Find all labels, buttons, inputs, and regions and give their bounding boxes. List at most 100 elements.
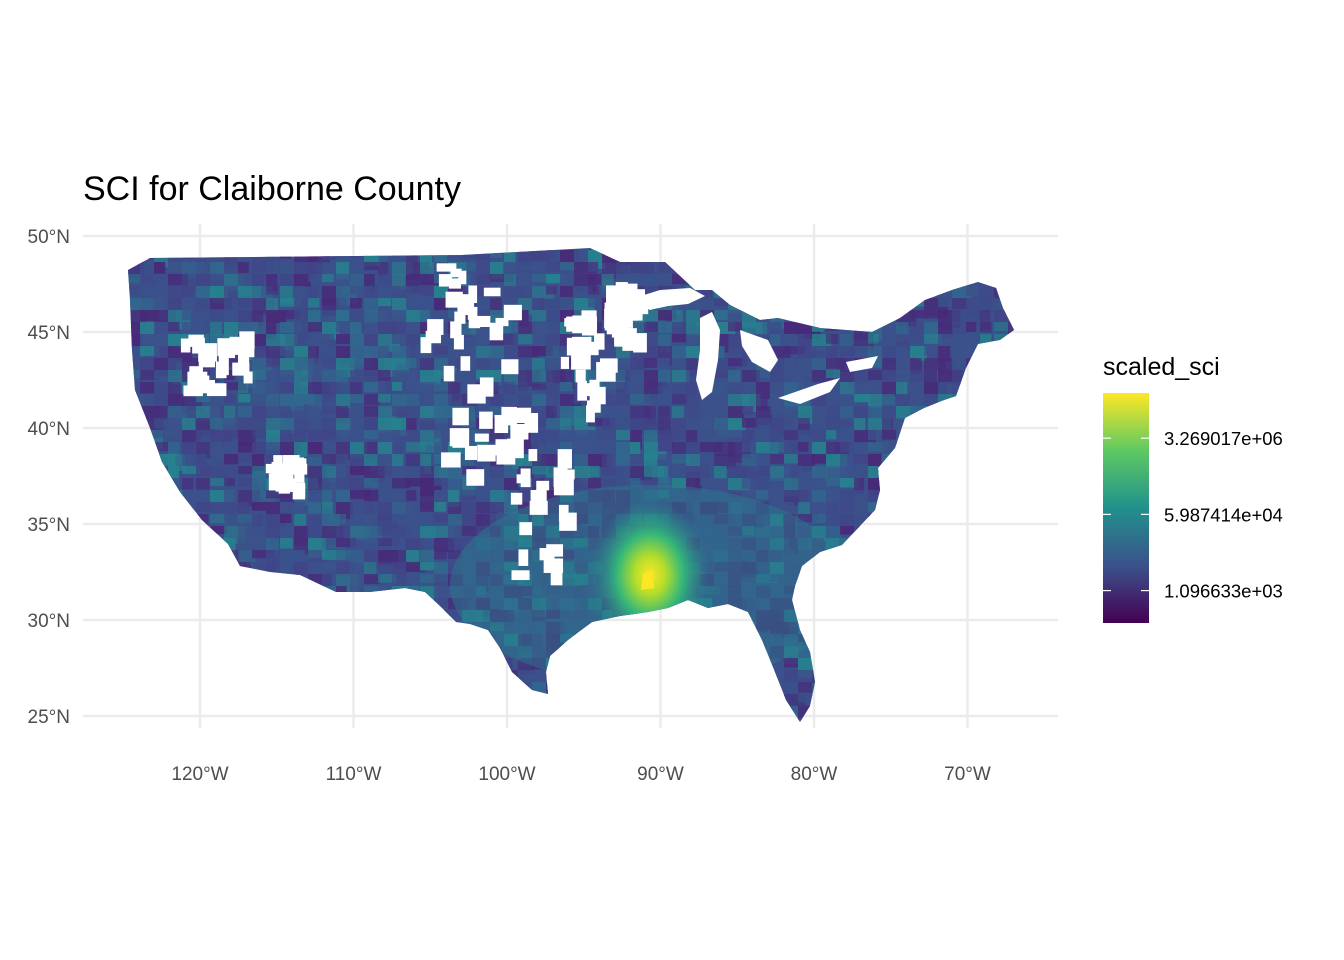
county-cell xyxy=(294,646,307,662)
county-cell xyxy=(182,586,196,601)
county-cell xyxy=(238,682,249,694)
county-cell xyxy=(490,382,507,392)
county-cell xyxy=(518,598,541,610)
county-cell xyxy=(826,418,840,434)
county-cell xyxy=(896,442,914,460)
county-cell xyxy=(924,346,940,356)
county-cell xyxy=(448,622,460,637)
county-cell xyxy=(294,346,316,358)
county-cell xyxy=(448,598,468,610)
county-cell xyxy=(882,718,899,722)
county-cell xyxy=(588,442,602,451)
county-cell xyxy=(574,490,590,501)
county-cell xyxy=(756,514,773,525)
county-cell xyxy=(952,694,969,710)
county-cell xyxy=(182,478,194,490)
county-cell xyxy=(952,298,968,310)
county-cell xyxy=(238,250,253,263)
county-cell xyxy=(770,550,782,562)
county-cell xyxy=(658,322,682,333)
county-cell xyxy=(420,442,442,453)
county-cell xyxy=(532,250,551,262)
county-cell xyxy=(728,670,746,680)
county-cell xyxy=(952,718,968,722)
county-cell xyxy=(756,538,772,551)
county-cell xyxy=(128,286,143,295)
county-cell xyxy=(742,442,761,453)
county-cell xyxy=(490,622,506,632)
county-cell xyxy=(280,430,293,443)
county-cell xyxy=(322,358,340,367)
missing-county xyxy=(420,337,432,354)
county-cell xyxy=(168,658,180,676)
county-cell xyxy=(700,634,722,643)
county-cell xyxy=(518,514,529,526)
county-cell xyxy=(966,682,988,699)
county-cell xyxy=(350,646,364,665)
county-cell xyxy=(854,622,878,640)
county-cell xyxy=(546,598,557,618)
county-cell xyxy=(378,370,391,382)
county-cell xyxy=(700,538,712,552)
county-cell xyxy=(910,466,926,478)
county-cell xyxy=(770,442,791,453)
county-cell xyxy=(238,466,254,475)
missing-county xyxy=(243,371,253,384)
missing-county xyxy=(615,282,628,298)
county-cell xyxy=(728,346,747,355)
county-cell xyxy=(308,346,319,365)
county-cell xyxy=(938,574,952,583)
county-cell xyxy=(770,658,782,668)
county-cell xyxy=(910,658,921,668)
county-cell xyxy=(392,478,411,489)
county-cell xyxy=(854,574,878,586)
county-cell xyxy=(434,478,449,487)
county-cell xyxy=(882,454,904,470)
county-cell xyxy=(574,646,588,656)
county-cell xyxy=(1008,682,1014,701)
county-cell xyxy=(546,586,567,595)
county-cell xyxy=(336,322,349,333)
county-cell xyxy=(826,286,842,298)
county-cell xyxy=(700,718,718,722)
county-cell xyxy=(476,646,493,665)
county-cell xyxy=(406,250,418,268)
county-cell xyxy=(966,670,986,681)
county-cell xyxy=(994,430,1010,439)
county-cell xyxy=(826,646,839,657)
missing-county xyxy=(577,344,589,364)
missing-county xyxy=(468,316,481,329)
county-cell xyxy=(266,286,279,295)
missing-county xyxy=(448,278,461,289)
county-cell xyxy=(938,478,955,488)
county-cell xyxy=(294,394,315,405)
county-cell xyxy=(756,562,768,573)
county-cell xyxy=(364,298,378,312)
county-cell xyxy=(476,718,493,722)
county-cell xyxy=(756,670,778,687)
county-cell xyxy=(280,382,302,394)
county-cell xyxy=(882,658,893,678)
county-cell xyxy=(448,550,462,559)
county-cell xyxy=(168,694,180,707)
county-cell xyxy=(560,442,573,451)
county-cell xyxy=(742,250,765,265)
county-cell xyxy=(896,466,916,476)
county-cell xyxy=(168,502,180,514)
county-cell xyxy=(224,298,237,313)
county-cell xyxy=(924,406,938,415)
county-cell xyxy=(128,538,137,551)
county-cell xyxy=(910,682,932,700)
county-cell xyxy=(224,682,244,699)
county-cell xyxy=(392,562,407,578)
county-cell xyxy=(392,598,410,618)
county-cell xyxy=(308,286,319,300)
county-cell xyxy=(294,286,306,297)
county-cell xyxy=(462,274,480,285)
county-cell xyxy=(154,670,166,688)
county-cell xyxy=(770,394,782,411)
county-cell xyxy=(378,718,395,722)
county-cell xyxy=(518,322,537,335)
county-cell xyxy=(770,262,782,278)
county-cell xyxy=(504,610,515,630)
